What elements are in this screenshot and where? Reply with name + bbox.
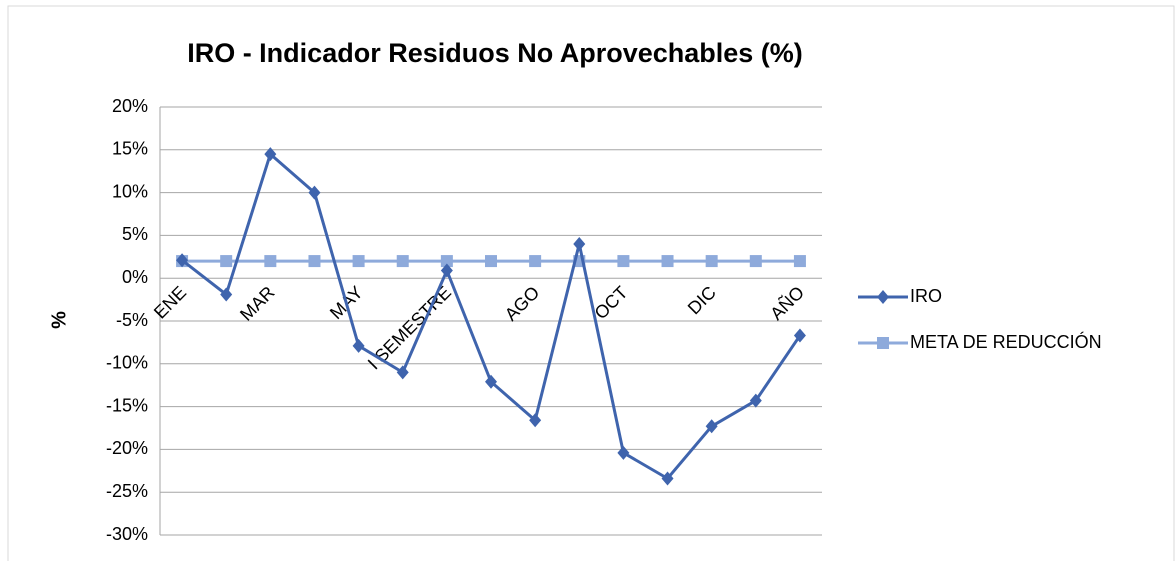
y-tick-label: 0% [122, 267, 148, 287]
point [793, 328, 806, 343]
point [877, 337, 889, 349]
point [440, 255, 453, 268]
point [352, 255, 365, 268]
y-tick-label: 20% [112, 96, 148, 116]
y-axis-label: % [48, 311, 70, 329]
point [396, 255, 409, 268]
point [749, 393, 762, 408]
point [264, 255, 277, 268]
point [220, 255, 233, 268]
point [220, 287, 233, 302]
point [485, 255, 497, 268]
point [529, 255, 542, 268]
point [573, 236, 586, 251]
point [485, 374, 497, 389]
chart-title: IRO - Indicador Residuos No Aprovechable… [187, 38, 803, 68]
y-tick-label: 5% [122, 224, 148, 244]
point [308, 255, 321, 268]
point [661, 471, 674, 486]
y-tick-label: -10% [106, 353, 148, 373]
point [440, 263, 453, 278]
y-tick-label: -30% [106, 524, 148, 544]
point [308, 185, 321, 200]
point [705, 419, 718, 434]
legend-label: META DE REDUCCIÓN [910, 331, 1102, 352]
y-tick-label: 15% [112, 139, 148, 159]
point [529, 413, 542, 428]
point [793, 255, 806, 268]
y-tick-label: 10% [112, 181, 148, 201]
point [264, 147, 277, 162]
legend-label: IRO [910, 286, 942, 306]
point [705, 255, 718, 268]
point [661, 255, 674, 268]
point [617, 255, 630, 268]
y-tick-label: -5% [116, 310, 148, 330]
point [396, 365, 409, 380]
chart-frame [7, 5, 1175, 561]
point [617, 445, 630, 460]
y-tick-label: -25% [106, 481, 148, 501]
point [352, 338, 365, 353]
point [749, 255, 762, 268]
point [176, 253, 189, 268]
point [877, 290, 889, 304]
y-tick-label: -20% [106, 438, 148, 458]
y-tick-label: -15% [106, 395, 148, 415]
